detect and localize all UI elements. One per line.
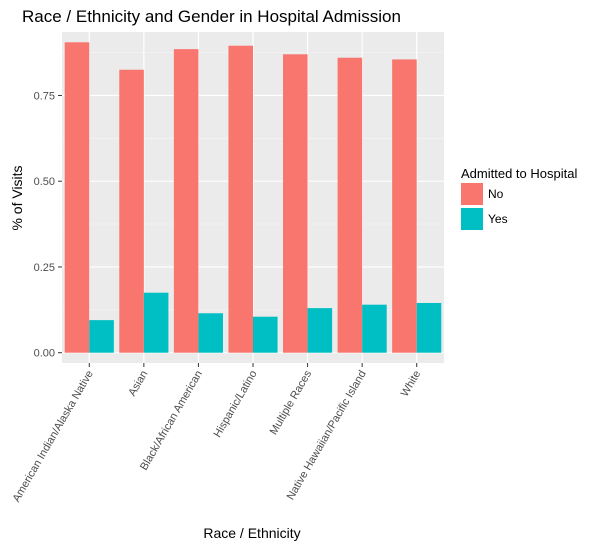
y-axis-title: % of Visits — [9, 165, 25, 230]
bars — [64, 42, 442, 353]
bar-yes — [416, 302, 442, 353]
chart-title: Race / Ethnicity and Gender in Hospital … — [22, 7, 401, 26]
y-axis: 0.00 0.25 0.50 0.75 — [34, 90, 62, 360]
bar-yes — [198, 313, 223, 353]
y-tick-label: 0.50 — [34, 176, 55, 188]
x-tick-label: American Indian/Alaska Native — [11, 369, 96, 505]
bar-yes — [143, 292, 169, 353]
bar-no — [173, 49, 199, 353]
x-axis-title: Race / Ethnicity — [203, 525, 300, 541]
x-tick-label: Asian — [126, 369, 150, 399]
y-tick-label: 0.25 — [34, 262, 55, 274]
legend-title: Admitted to Hospital — [461, 166, 577, 181]
bar-no — [283, 54, 308, 353]
legend-key-yes — [461, 208, 483, 230]
y-tick-label: 0.00 — [34, 348, 55, 360]
legend: Admitted to Hospital No Yes — [461, 166, 577, 230]
bar-yes — [362, 304, 387, 353]
bar-no — [392, 59, 417, 353]
x-tick-label: Black/African American — [138, 369, 205, 473]
bar-no — [64, 42, 90, 353]
x-axis: American Indian/Alaska Native AsianBlack/… — [11, 363, 423, 505]
bar-yes — [89, 320, 114, 353]
legend-label-yes: Yes — [488, 212, 508, 226]
bar-no — [337, 57, 363, 353]
bar-no — [228, 45, 253, 353]
x-tick-label: White — [399, 369, 423, 399]
legend-key-no — [461, 183, 483, 205]
x-tick-label: Multiple Races — [268, 368, 315, 437]
bar-no — [119, 69, 144, 353]
bar-yes — [253, 316, 278, 353]
x-tick-label: Hispanic/Latino — [212, 369, 260, 440]
legend-label-no: No — [488, 187, 504, 201]
y-tick-label: 0.75 — [34, 90, 55, 102]
bar-yes — [307, 308, 333, 353]
